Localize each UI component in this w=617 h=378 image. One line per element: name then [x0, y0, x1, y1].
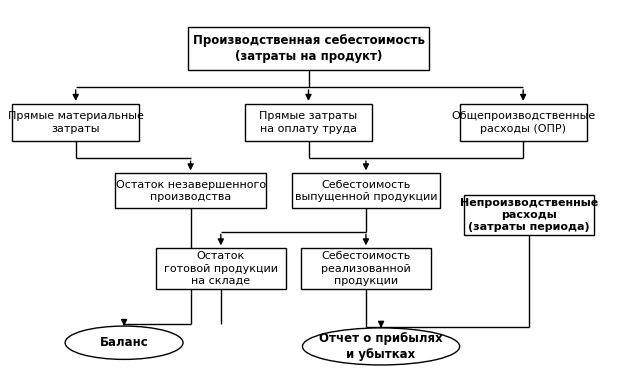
Ellipse shape: [65, 326, 183, 359]
FancyBboxPatch shape: [115, 173, 266, 208]
FancyBboxPatch shape: [188, 27, 429, 70]
Text: Прямые материальные
затраты: Прямые материальные затраты: [8, 111, 144, 133]
Ellipse shape: [302, 328, 460, 365]
FancyBboxPatch shape: [245, 104, 372, 141]
Text: Себестоимость
реализованной
продукции: Себестоимость реализованной продукции: [321, 251, 411, 286]
FancyBboxPatch shape: [156, 248, 286, 289]
Text: Общепроизводственные
расходы (ОПР): Общепроизводственные расходы (ОПР): [451, 111, 595, 133]
Text: Производственная себестоимость
(затраты на продукт): Производственная себестоимость (затраты …: [193, 34, 424, 63]
Text: Прямые затраты
на оплату труда: Прямые затраты на оплату труда: [259, 111, 358, 133]
FancyBboxPatch shape: [301, 248, 431, 289]
Text: Остаток
готовой продукции
на складе: Остаток готовой продукции на складе: [164, 251, 278, 286]
FancyBboxPatch shape: [12, 104, 139, 141]
Text: Себестоимость
выпущенной продукции: Себестоимость выпущенной продукции: [295, 180, 437, 202]
FancyBboxPatch shape: [460, 104, 587, 141]
FancyBboxPatch shape: [292, 173, 440, 208]
Text: Остаток незавершенного
производства: Остаток незавершенного производства: [115, 180, 266, 202]
FancyBboxPatch shape: [464, 195, 594, 235]
Text: Непроизводственные
расходы
(затраты периода): Непроизводственные расходы (затраты пери…: [460, 198, 598, 232]
Text: Баланс: Баланс: [100, 336, 149, 349]
Text: Отчет о прибылях
и убытках: Отчет о прибылях и убытках: [319, 332, 443, 361]
